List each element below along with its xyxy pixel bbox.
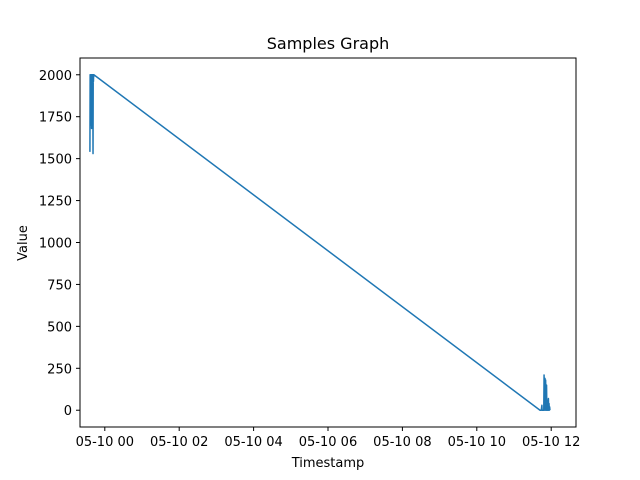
y-tick-label: 1250 (39, 195, 72, 210)
x-tick-label: 05-10 10 (448, 435, 506, 450)
plot-area (89, 74, 551, 411)
y-tick-label: 750 (47, 278, 72, 293)
x-tick-label: 05-10 02 (150, 435, 208, 450)
y-tick-label: 500 (47, 320, 72, 335)
y-axis-label: Value (16, 225, 31, 261)
y-tick-label: 2000 (39, 69, 72, 84)
y-tick-label: 1000 (39, 237, 72, 252)
x-axis-label: Timestamp (291, 456, 365, 471)
x-axis: 05-10 00 05-10 02 05-10 04 05-10 06 05-10 08… (76, 427, 580, 450)
y-tick-label: 1750 (39, 111, 72, 126)
x-tick-label: 05-10 08 (373, 435, 431, 450)
series-line-0 (89, 74, 551, 411)
x-tick-label: 05-10 12 (522, 435, 580, 450)
x-tick-label: 05-10 00 (76, 435, 134, 450)
y-tick-label: 0 (64, 404, 72, 419)
x-tick-label: 05-10 06 (299, 435, 357, 450)
y-axis: 0 250 500 750 1000 1250 1500 1750 2000 (39, 69, 80, 419)
y-tick-label: 1500 (39, 153, 72, 168)
x-tick-label: 05-10 04 (224, 435, 282, 450)
chart-title: Samples Graph (267, 34, 390, 53)
y-tick-label: 250 (47, 362, 72, 377)
